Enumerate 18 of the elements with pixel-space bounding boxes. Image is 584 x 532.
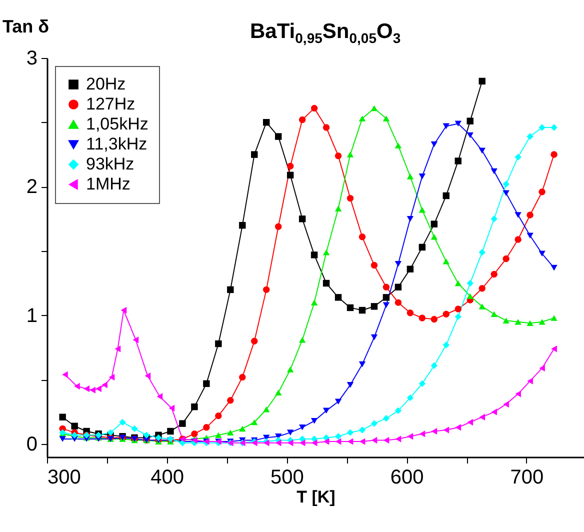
x-tick-label: 300 xyxy=(48,466,81,488)
legend-label: 1,05kHz xyxy=(86,114,148,134)
x-tick-label: 600 xyxy=(390,466,424,488)
y-tick-label: 0 xyxy=(26,434,38,456)
legend-label: 20Hz xyxy=(86,74,126,94)
chart-title: BaTi$_{0,95}$Sn$_{0,05}$O$_{3}$ xyxy=(250,20,401,46)
x-tick-label: 400 xyxy=(150,466,184,488)
x-tick-label: 700 xyxy=(510,466,544,488)
legend-label: 11,3kHz xyxy=(86,134,148,154)
y-tick-label: 2 xyxy=(26,176,38,198)
y-tick-label: 3 xyxy=(26,48,38,70)
x-axis-title: T [K] xyxy=(296,488,336,506)
legend-label: 93kHz xyxy=(86,154,134,174)
legend-label: 127Hz xyxy=(86,94,136,114)
x-tick-label: 500 xyxy=(270,466,304,488)
y-axis-title: Tan δ xyxy=(2,16,50,36)
legend-label: 1MHz xyxy=(86,174,130,194)
y-tick-label: 1 xyxy=(26,304,38,327)
